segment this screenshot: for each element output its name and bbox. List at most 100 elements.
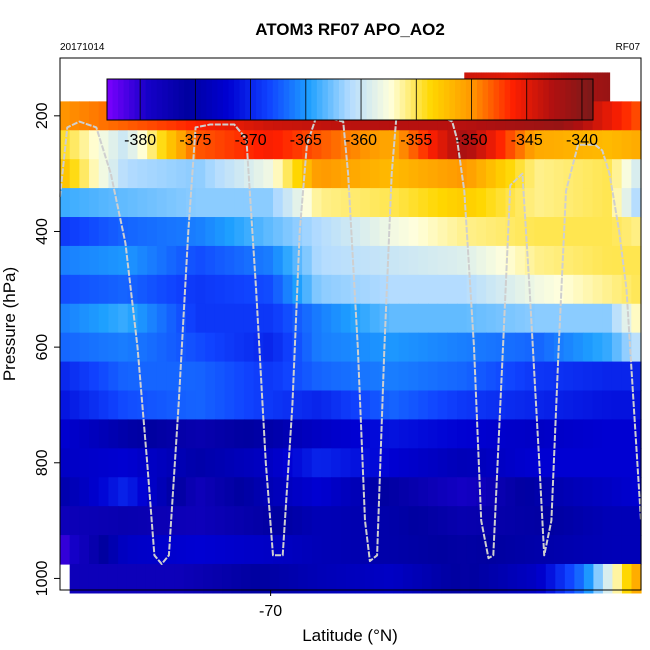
heatmap-cell	[389, 361, 400, 392]
heatmap-cell	[302, 535, 313, 565]
heatmap-cell	[263, 130, 274, 160]
heatmap-cell	[476, 390, 487, 421]
heatmap-cell	[592, 419, 603, 449]
heatmap-cell	[331, 188, 342, 218]
colorbar-swatch	[377, 79, 384, 120]
heatmap-cell	[592, 188, 603, 218]
heatmap-cell	[118, 159, 129, 189]
heatmap-cell	[555, 563, 566, 594]
heatmap-cell	[486, 245, 497, 276]
heatmap-cell	[486, 188, 497, 218]
heatmap-cell	[621, 303, 632, 334]
heatmap-cell	[383, 563, 395, 594]
colorbar-swatch	[184, 79, 191, 120]
colorbar-tick-label: -370	[235, 132, 267, 149]
heatmap-cell	[79, 535, 90, 565]
heatmap-cell	[224, 419, 235, 449]
heatmap-cell	[98, 419, 110, 449]
heatmap-cell	[573, 506, 584, 536]
heatmap-cell	[582, 506, 594, 536]
heatmap-cell	[176, 188, 187, 218]
heatmap-cell	[176, 361, 187, 392]
heatmap-cell	[79, 188, 90, 218]
heatmap-cell	[457, 188, 468, 218]
colorbar-swatch	[228, 79, 235, 120]
heatmap-cell	[302, 332, 313, 363]
heatmap-cell	[137, 448, 148, 478]
colorbar-swatch	[256, 79, 263, 120]
heatmap-cell	[505, 188, 516, 218]
colorbar-swatch	[322, 79, 329, 120]
heatmap-cell	[331, 274, 342, 305]
heatmap-cell	[98, 274, 110, 305]
heatmap-cell	[147, 332, 158, 363]
heatmap-cell	[457, 130, 468, 160]
heatmap-cell	[108, 188, 119, 218]
heatmap-cell	[583, 563, 594, 594]
heatmap-cell	[243, 274, 255, 305]
heatmap-cell	[534, 535, 545, 565]
heatmap-cell	[243, 477, 255, 507]
heatmap-cell	[524, 303, 536, 334]
heatmap-cell	[253, 217, 264, 247]
heatmap-cell	[621, 217, 632, 247]
heatmap-cell	[427, 448, 439, 478]
heatmap-cell	[185, 361, 197, 392]
colorbar-swatch	[488, 79, 495, 120]
heatmap-cell	[205, 188, 216, 218]
colorbar-swatch	[278, 79, 285, 120]
heatmap-cell	[631, 361, 642, 392]
heatmap-cell	[553, 419, 565, 449]
heatmap-cell	[69, 361, 80, 392]
heatmap-cell	[273, 245, 284, 276]
plot-area	[60, 72, 642, 594]
heatmap-cell	[524, 390, 536, 421]
heatmap-cell	[369, 448, 381, 478]
heatmap-cell	[545, 563, 556, 594]
colorbar-swatch	[454, 79, 461, 120]
heatmap-cell	[118, 448, 129, 478]
heatmap-cell	[427, 188, 439, 218]
heatmap-cell	[340, 332, 352, 363]
heatmap-cell	[195, 188, 206, 218]
colorbar-swatch	[565, 79, 572, 120]
heatmap-cell	[398, 245, 410, 276]
heatmap-cell	[243, 303, 255, 334]
heatmap-cell	[331, 506, 342, 536]
heatmap-cell	[412, 563, 423, 594]
heatmap-cell	[563, 477, 574, 507]
heatmap-cell	[176, 332, 187, 363]
heatmap-cell	[621, 188, 632, 218]
heatmap-cell	[595, 72, 599, 102]
heatmap-cell	[108, 390, 119, 421]
heatmap-cell	[592, 361, 603, 392]
heatmap-cell	[592, 477, 603, 507]
colorbar-swatch	[294, 79, 301, 120]
heatmap-cell	[253, 390, 264, 421]
heatmap-cell	[360, 130, 371, 160]
heatmap-cell	[69, 217, 80, 247]
heatmap-cell	[350, 448, 361, 478]
heatmap-cell	[457, 274, 468, 305]
heatmap-cell	[127, 361, 139, 392]
heatmap-cell	[495, 361, 507, 392]
heatmap-cell	[269, 563, 280, 594]
colorbar-swatch	[289, 79, 296, 120]
heatmap-cell	[360, 419, 371, 449]
heatmap-cell	[544, 217, 555, 247]
heatmap-cell	[611, 130, 623, 160]
colorbar-swatch	[504, 79, 511, 120]
heatmap-cell	[156, 448, 168, 478]
heatmap-cell	[427, 130, 439, 160]
heatmap-cell	[331, 361, 342, 392]
heatmap-cell	[495, 448, 507, 478]
heatmap-cell	[176, 274, 187, 305]
heatmap-cell	[466, 332, 477, 363]
heatmap-cell	[127, 448, 139, 478]
heatmap-cell	[137, 274, 148, 305]
heatmap-cell	[176, 535, 187, 565]
heatmap-cell	[418, 245, 429, 276]
heatmap-cell	[621, 101, 632, 131]
heatmap-cell	[379, 274, 390, 305]
